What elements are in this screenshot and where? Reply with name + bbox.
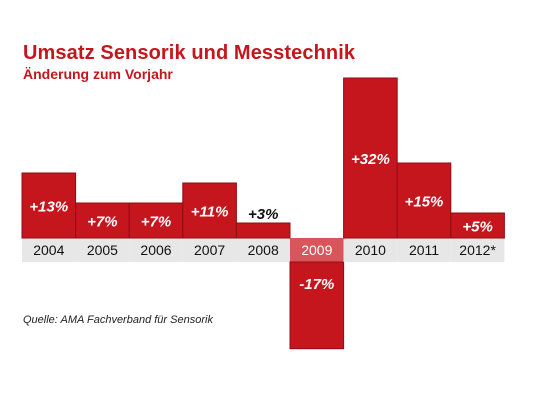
bar-2004	[21, 172, 77, 239]
bar-2008	[235, 222, 291, 239]
x-tick-label: 2008	[248, 242, 279, 258]
year-label-band	[75, 238, 130, 262]
x-tick-label: 2004	[33, 242, 64, 258]
x-tick-label: 2005	[87, 242, 118, 258]
bar-2010	[343, 77, 398, 239]
year-label-band	[22, 238, 76, 262]
x-tick-label: 2006	[140, 242, 171, 258]
value-label: +5%	[462, 219, 492, 236]
year-label-band	[290, 238, 344, 262]
bar-2007	[182, 182, 237, 239]
chart-subtitle: Änderung zum Vorjahr	[23, 66, 173, 82]
value-label: +13%	[29, 199, 68, 216]
value-label: +3%	[248, 206, 278, 223]
value-label: +11%	[191, 204, 229, 221]
year-label-band	[182, 238, 237, 262]
source-note: Quelle: AMA Fachverband für Sensorik	[23, 314, 213, 326]
x-tick-label: 2009	[301, 242, 332, 258]
year-label-band	[450, 238, 505, 262]
x-tick-label: 2012*	[459, 242, 496, 258]
chart-title: Umsatz Sensorik und Messtechnik	[23, 42, 356, 64]
x-tick-label: 2010	[355, 242, 386, 258]
value-label: +15%	[405, 194, 444, 211]
x-tick-label: 2011	[409, 242, 439, 258]
year-label-band	[343, 238, 398, 262]
bar-2009	[289, 261, 345, 350]
value-label: +32%	[351, 151, 390, 168]
value-label: -17%	[299, 276, 334, 293]
value-label: +7%	[141, 214, 171, 231]
value-label: +7%	[87, 214, 117, 231]
year-label-band	[129, 238, 183, 262]
bars-layer	[21, 77, 505, 350]
x-tick-label: 2007	[194, 242, 225, 258]
year-label-band	[397, 238, 451, 262]
bar-2005	[75, 202, 130, 239]
bar-2011	[396, 162, 452, 239]
year-label-band	[236, 238, 290, 262]
bar-2012	[450, 212, 505, 239]
labels-layer: 2004 +13% 2005 +7% 2006 +7% 2007 +11% 2008 +3% 200…	[29, 151, 496, 293]
